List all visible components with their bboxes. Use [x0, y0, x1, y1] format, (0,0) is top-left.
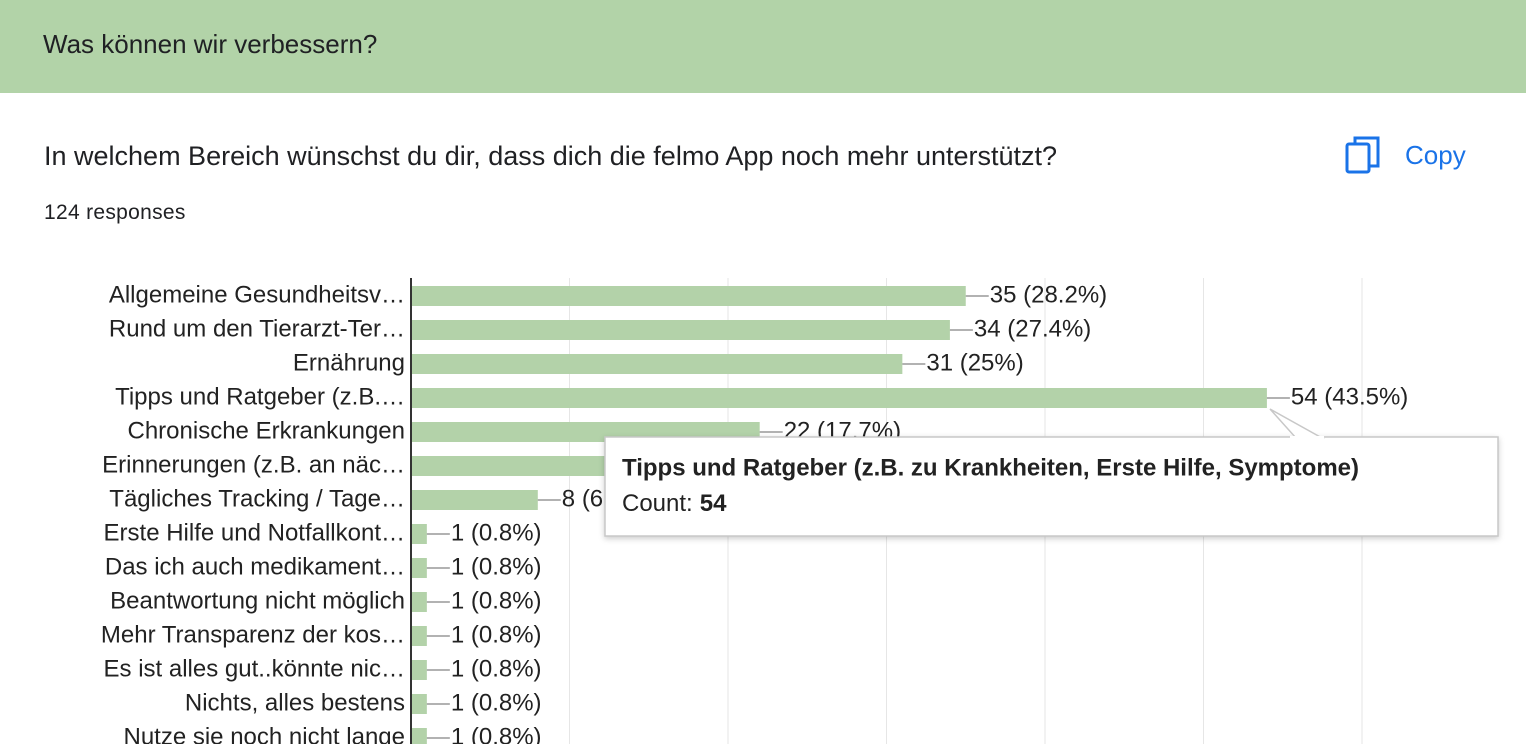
copy-label: Copy: [1405, 139, 1466, 170]
bar: [411, 558, 427, 578]
category-label: Nichts, alles bestens: [185, 689, 405, 716]
bar: [411, 388, 1267, 408]
category-label: Rund um den Tierarzt-Ter…: [109, 315, 405, 342]
section-header: Was können wir verbessern?: [0, 0, 1526, 93]
category-label: Erste Hilfe und Notfallkont…: [104, 519, 405, 546]
value-label: 54 (43.5%): [1291, 383, 1408, 410]
value-label: 31 (25%): [926, 349, 1023, 376]
category-label: Allgemeine Gesundheitsv…: [109, 281, 405, 308]
value-label: 1 (0.8%): [451, 587, 542, 614]
bar: [411, 626, 427, 646]
bar: [411, 286, 966, 306]
bar: [411, 456, 665, 476]
value-label: 1 (0.8%): [451, 519, 542, 546]
category-label: Erinnerungen (z.B. an näc…: [102, 451, 405, 478]
value-label: 1 (0.8%): [451, 621, 542, 648]
value-label: 1 (0.8%): [451, 553, 542, 580]
category-label: Nutze sie noch nicht lange: [123, 723, 405, 744]
bar: [411, 354, 903, 374]
value-label: 1 (0.8%): [451, 655, 542, 682]
category-label: Ernährung: [293, 349, 405, 376]
category-label: Mehr Transparenz der kos…: [101, 621, 405, 648]
category-label: Das ich auch medikament…: [105, 553, 405, 580]
category-label: Es ist alles gut..könnte nic…: [104, 655, 405, 682]
bar: [411, 592, 427, 612]
response-count: 124 responses: [44, 201, 186, 224]
value-label: 1 (0.8%): [451, 689, 542, 716]
bar: [411, 694, 427, 714]
category-label: Tägliches Tracking / Tage…: [109, 485, 405, 512]
bar: [411, 660, 427, 680]
copy-button[interactable]: Copy: [1345, 134, 1466, 176]
copy-icon: [1345, 136, 1380, 174]
section-title: Was können wir verbessern?: [43, 29, 378, 59]
value-label: 34 (27.4%): [974, 315, 1091, 342]
value-label: 8 (6.5%): [562, 485, 653, 512]
bar: [411, 320, 950, 340]
bar: [411, 422, 760, 442]
question-title: In welchem Bereich wünschst du dir, dass…: [44, 141, 1058, 171]
value-label: 22 (17.7%): [784, 417, 901, 444]
category-label: Tipps und Ratgeber (z.B.…: [115, 383, 405, 410]
bar: [411, 524, 427, 544]
category-label: Beantwortung nicht möglich: [110, 587, 405, 614]
bar: [411, 490, 538, 510]
bar: [411, 728, 427, 744]
value-label: 1 (0.8%): [451, 723, 542, 744]
category-label: Chronische Erkrankungen: [128, 417, 406, 444]
value-label: 35 (28.2%): [990, 281, 1107, 308]
